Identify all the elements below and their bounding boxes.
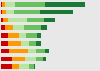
Bar (2, 10, 6, 14)
Bar (0, 18, 3, 22)
Bar (44, 18, 55, 22)
Bar (0, 2, 2, 7)
Bar (6, 10, 14, 14)
Bar (40, 10, 73, 14)
Bar (0, 33, 8, 38)
Bar (41, 25, 47, 30)
Bar (13, 25, 24, 30)
Bar (3, 18, 8, 22)
Bar (36, 33, 41, 38)
Bar (14, 10, 40, 14)
Bar (9, 49, 28, 53)
Bar (18, 33, 26, 38)
Bar (25, 57, 36, 61)
Bar (45, 2, 85, 7)
Bar (29, 64, 34, 69)
Bar (8, 33, 18, 38)
Bar (19, 64, 29, 69)
Bar (0, 49, 9, 53)
Bar (5, 25, 13, 30)
Bar (27, 18, 44, 22)
Bar (15, 2, 45, 7)
Bar (36, 41, 41, 46)
Bar (43, 57, 46, 61)
Bar (45, 49, 49, 53)
Bar (5, 2, 15, 7)
Bar (24, 25, 41, 30)
Bar (29, 41, 36, 46)
Bar (36, 57, 43, 61)
Bar (0, 57, 12, 61)
Bar (28, 49, 36, 53)
Bar (0, 64, 12, 69)
Bar (8, 18, 27, 22)
Bar (12, 57, 25, 61)
Bar (8, 41, 21, 46)
Bar (2, 2, 5, 7)
Bar (21, 41, 29, 46)
Bar (0, 10, 2, 14)
Bar (34, 64, 35, 69)
Bar (26, 33, 36, 38)
Bar (0, 25, 5, 30)
Bar (12, 64, 19, 69)
Bar (36, 49, 45, 53)
Bar (0, 41, 8, 46)
